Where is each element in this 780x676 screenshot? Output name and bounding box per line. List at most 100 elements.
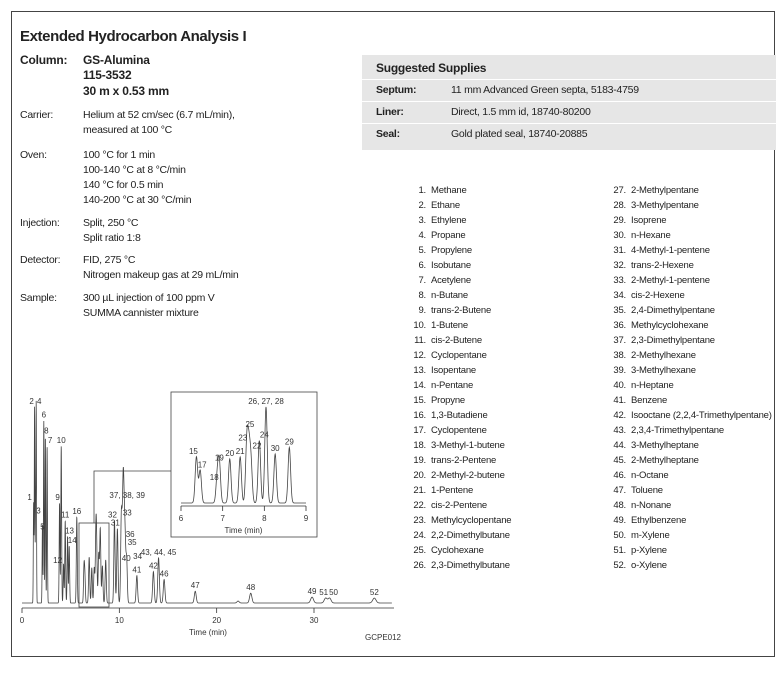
main-peak-label: 16: [72, 507, 81, 516]
compound-number: 2.: [418, 200, 426, 211]
liner-value: Direct, 1.5 mm id, 18740-80200: [451, 106, 591, 118]
compound-number: 13.: [413, 365, 426, 376]
compound-name: Isobutane: [431, 260, 471, 271]
suggested-supplies-box: Suggested Supplies Septum: 11 mm Advance…: [362, 55, 776, 150]
compound-name: 2-Methylhexane: [631, 350, 696, 361]
main-peak-label: 34: [133, 552, 142, 561]
compound-number: 29.: [613, 215, 626, 226]
compound-name: Methylcyclohexane: [631, 320, 709, 331]
compound-name: n-Pentane: [431, 380, 474, 391]
compound-number: 26.: [413, 560, 426, 571]
main-peak-label: 49: [308, 587, 317, 596]
compound-number: 6.: [418, 260, 426, 271]
compound-number: 31.: [613, 245, 626, 256]
main-peak-label: 9: [55, 493, 60, 502]
inset-connector: [93, 470, 171, 523]
compound-name: Isoprene: [631, 215, 667, 226]
inset-peak-label: 18: [210, 473, 219, 482]
main-peak-label: 14: [68, 536, 77, 545]
compound-number: 50.: [613, 530, 626, 541]
compound-name: 2,3-Dimethylpentane: [631, 335, 715, 346]
main-peak-label: 4: [37, 397, 42, 406]
main-peak-label: 37, 38, 39: [109, 491, 145, 500]
sample-value: 300 µL injection of 100 ppm V: [83, 292, 215, 304]
compound-name: 1-Pentene: [431, 485, 474, 496]
seal-label: Seal:: [376, 128, 400, 140]
page-frame: [11, 11, 775, 657]
oven-label: Oven:: [20, 149, 47, 161]
main-peak-label: 5: [40, 523, 45, 532]
inset-peak-label: 24: [260, 431, 269, 440]
compound-name: cis-2-Pentene: [431, 500, 488, 511]
compound-name: Isopentane: [431, 365, 477, 376]
compound-number: 47.: [613, 485, 626, 496]
column-part-number: 115-3532: [83, 68, 132, 82]
main-peak-label: 47: [191, 581, 200, 590]
main-peak-label: 1: [27, 493, 32, 502]
compound-number: 15.: [413, 395, 426, 406]
compound-name: 2,4-Dimethylpentane: [631, 305, 715, 316]
main-peak-label: 50: [329, 588, 338, 597]
compound-name: n-Nonane: [631, 500, 672, 511]
compound-name: 1,3-Butadiene: [431, 410, 488, 421]
main-peak-label: 10: [57, 436, 66, 445]
main-peak-label: 11: [61, 511, 70, 520]
compound-number: 20.: [413, 470, 426, 481]
main-peak-label: 40: [122, 554, 131, 563]
compound-name: Benzene: [631, 395, 668, 406]
detector-value: FID, 275 °C: [83, 254, 136, 266]
main-peak-label: 13: [65, 526, 74, 535]
main-x-tick-label: 30: [310, 616, 319, 625]
compound-number: 44.: [613, 440, 626, 451]
inset-peak-label: 29: [285, 437, 294, 446]
seal-value: Gold plated seal, 18740-20885: [451, 128, 588, 140]
main-peak-label: 51: [319, 588, 328, 597]
inset-trace: [181, 406, 306, 504]
compound-number: 19.: [413, 455, 426, 466]
compound-name: n-Hexane: [631, 230, 671, 241]
inset-peak-label: 15: [189, 447, 198, 456]
inset-peak-label: 23: [238, 433, 247, 442]
main-x-tick-label: 0: [20, 616, 25, 625]
compound-number: 42.: [613, 410, 626, 421]
column-dimensions: 30 m x 0.53 mm: [83, 84, 169, 98]
compound-name: trans-2-Pentene: [431, 455, 497, 466]
compound-number: 37.: [613, 335, 626, 346]
oven-value: 100 °C for 1 min: [83, 149, 155, 161]
main-peak-label: 3: [36, 507, 41, 516]
main-trace: [22, 400, 392, 604]
compound-number: 46.: [613, 470, 626, 481]
compound-number: 33.: [613, 275, 626, 286]
compound-name: Ethane: [431, 200, 460, 211]
compound-name: cis-2-Butene: [431, 335, 482, 346]
main-peak-label: 35: [128, 538, 137, 547]
compound-number: 11.: [414, 335, 426, 346]
oven-value: 140 °C for 0.5 min: [83, 179, 164, 191]
main-peak-label: 7: [48, 436, 53, 445]
compound-name: trans-2-Butene: [431, 305, 492, 316]
main-x-tick-label: 10: [115, 616, 124, 625]
compound-name: n-Butane: [431, 290, 468, 301]
supplies-row: Septum: 11 mm Advanced Green septa, 5183…: [362, 79, 776, 102]
compound-name: Ethylene: [431, 215, 467, 226]
compound-name: Cyclohexane: [431, 545, 484, 556]
main-peak-label: 36: [126, 530, 135, 539]
compound-name: Ethylbenzene: [631, 515, 687, 526]
compound-name: Propyne: [431, 395, 465, 406]
compound-name: Acetylene: [431, 275, 471, 286]
main-peak-label: 43, 44, 45: [141, 548, 177, 557]
inset-peak-label: 30: [271, 444, 280, 453]
detector-value: Nitrogen makeup gas at 29 mL/min: [83, 269, 239, 281]
injection-value: Split, 250 °C: [83, 217, 139, 229]
inset-peak-label: 17: [198, 460, 207, 469]
compound-number: 4.: [418, 230, 426, 241]
inset-peak-label: 20: [225, 449, 234, 458]
compound-name: 2,3-Dimethylbutane: [431, 560, 510, 571]
inset-peak-label: 25: [245, 420, 254, 429]
compound-number: 25.: [413, 545, 426, 556]
inset-x-axis-label: Time (min): [225, 526, 263, 535]
carrier-value: Helium at 52 cm/sec (6.7 mL/min),: [83, 109, 235, 121]
main-peak-label: 32: [108, 511, 117, 520]
